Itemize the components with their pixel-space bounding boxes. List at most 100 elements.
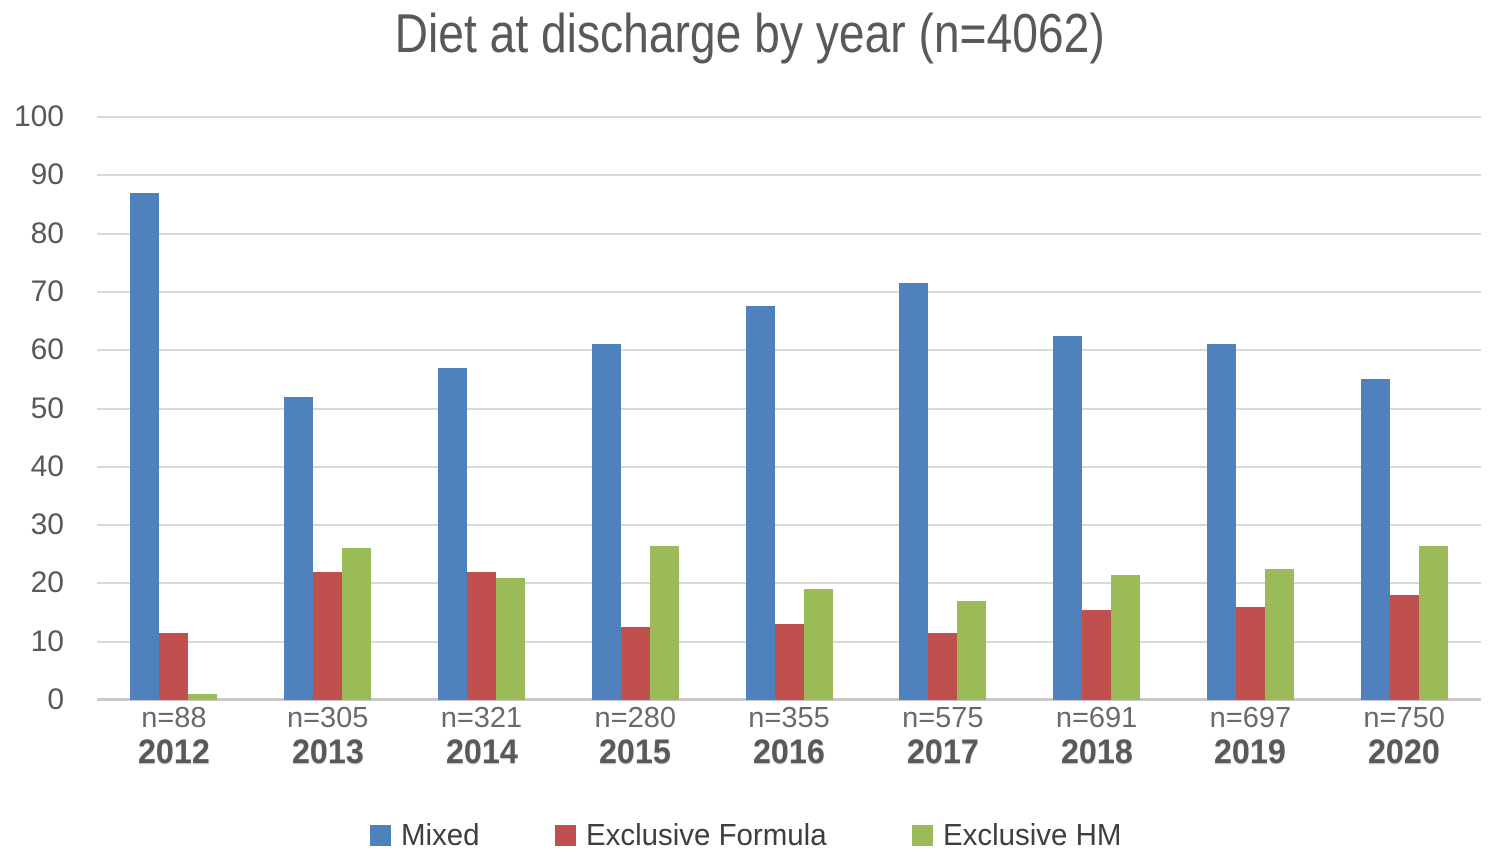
bar-mixed [130,192,160,700]
x-category-label: n=88 2012 [97,702,251,771]
bar-mixed [1360,379,1390,700]
gridline [97,174,1481,177]
n-count-label: n=691 [1055,702,1138,734]
legend-item-exclusive-formula: Exclusive Formula [555,818,839,852]
gridline [97,349,1481,352]
n-count-label: n=280 [594,702,676,734]
bar-exclusive-formula [1389,595,1419,700]
bar-exclusive-formula [466,571,496,700]
bar-group [405,117,559,700]
bar-group [251,117,405,700]
x-category-label: n=750 2020 [1327,702,1481,771]
y-tick-label: 100 [13,100,64,133]
bars-container [97,117,1481,700]
y-tick-label: 0 [47,683,64,716]
x-axis: n=88 2012 n=305 2013 n=321 2014 n=280 2015 n=355… [97,702,1481,771]
y-tick-label: 80 [30,216,64,250]
bar-exclusive-hm [1111,574,1141,700]
x-category-label: n=691 2018 [1020,702,1174,771]
bar-group [97,117,251,700]
x-category-label: n=355 2016 [712,702,866,771]
legend-swatch-exclusive-formula [555,824,577,846]
n-count-label: n=697 [1209,702,1292,734]
y-tick-label: 90 [30,158,64,192]
gridline [97,290,1481,293]
bar-exclusive-formula [1235,606,1265,700]
bar-exclusive-formula [1082,609,1112,700]
x-category-label: n=321 2014 [405,702,559,771]
x-category-label: n=305 2013 [251,702,405,771]
n-count-label: n=750 [1363,702,1445,734]
legend-item-mixed: Mixed [369,817,484,852]
gridline [97,465,1481,468]
bar-mixed [1053,335,1083,700]
y-tick-label: 10 [30,624,64,658]
year-label: 2012 [137,733,210,771]
bar-group [558,117,712,700]
y-tick-label: 30 [30,508,64,542]
y-tick-label: 20 [30,566,64,600]
bar-exclusive-hm [803,589,833,700]
bar-mixed [437,367,467,700]
n-count-label: n=355 [748,702,830,734]
chart-title: Diet at discharge by year (n=4062) [0,0,1500,70]
y-tick-label: 50 [30,391,64,425]
y-tick-label: 40 [30,449,64,483]
bar-exclusive-hm [495,577,525,700]
x-category-label: n=280 2015 [558,702,712,771]
n-count-label: n=305 [286,702,369,734]
n-count-label: n=321 [440,702,523,734]
year-label: 2019 [1214,733,1287,771]
bar-group [1020,117,1174,700]
bar-exclusive-formula [313,571,343,700]
chart-title-text: Diet at discharge by year (n=4062) [394,2,1106,64]
y-axis: 0 10 20 30 40 50 60 70 80 90 100 [0,102,64,715]
legend-item-exclusive-hm: Exclusive HM [911,817,1131,852]
bar-exclusive-formula [928,632,958,700]
bar-exclusive-hm [957,600,987,700]
bar-exclusive-formula [774,624,804,700]
gridline [97,407,1481,410]
year-label: 2016 [753,733,825,771]
bar-mixed [1206,344,1236,700]
bar-mixed [591,344,621,700]
bar-group [1327,117,1481,700]
year-label: 2014 [445,733,518,771]
bar-group [712,117,866,700]
year-label: 2020 [1368,733,1441,771]
bar-exclusive-hm [649,545,679,700]
bar-group [1173,117,1327,700]
gridline [97,524,1481,527]
bar-exclusive-hm [188,694,218,700]
legend-label: Mixed [400,817,480,852]
bar-group [866,117,1020,700]
year-label: 2018 [1060,733,1133,771]
x-category-label: n=697 2019 [1173,702,1327,771]
legend-label: Exclusive Formula [586,817,827,852]
legend-swatch-mixed [369,824,391,846]
legend: Mixed Exclusive Formula Exclusive HM [0,814,1500,856]
y-tick-label: 60 [30,333,64,367]
year-label: 2017 [906,733,979,771]
gridline [97,116,1481,118]
bar-mixed [899,283,929,700]
year-label: 2013 [291,733,364,771]
bar-mixed [284,396,314,700]
gridline [97,582,1481,585]
gridline [97,232,1481,235]
legend-swatch-exclusive-hm [911,824,933,846]
plot-area [97,116,1481,701]
year-label: 2015 [599,733,672,771]
bar-exclusive-hm [1418,545,1448,700]
bar-exclusive-hm [1264,568,1294,700]
n-count-label: n=575 [902,702,984,734]
bar-exclusive-formula [159,632,189,700]
n-count-label: n=88 [141,702,207,734]
legend-label: Exclusive HM [942,817,1121,852]
y-tick-label: 70 [30,274,64,308]
bar-exclusive-hm [342,548,372,700]
bar-mixed [745,306,775,700]
bar-exclusive-formula [620,627,650,700]
x-category-label: n=575 2017 [866,702,1020,771]
